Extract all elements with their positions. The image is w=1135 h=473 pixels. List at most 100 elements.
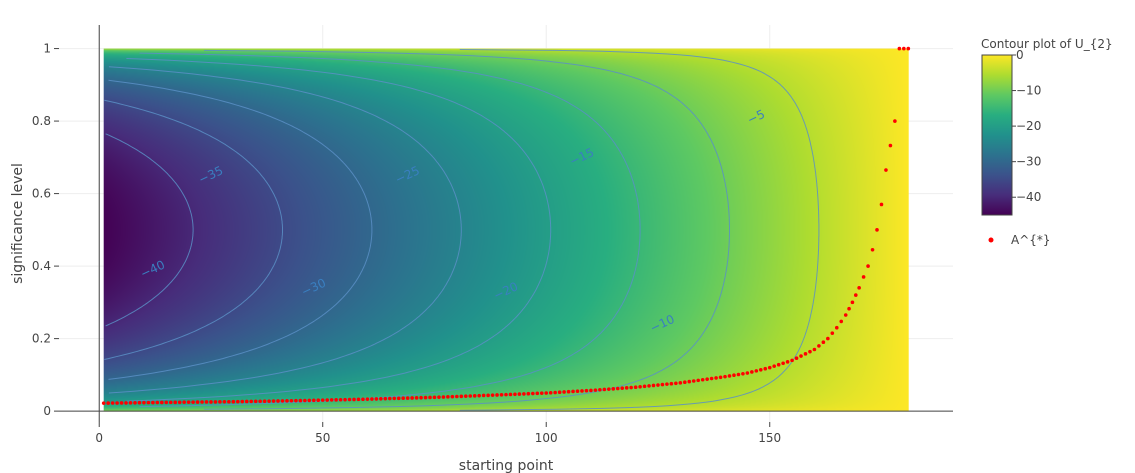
astar-point [495, 393, 499, 397]
astar-point [365, 397, 370, 401]
astar-point [857, 286, 861, 290]
astar-point [244, 399, 249, 404]
astar-point [267, 399, 271, 403]
astar-point [647, 384, 651, 388]
astar-point [615, 386, 620, 391]
astar-point [669, 381, 674, 386]
astar-point [629, 385, 633, 390]
astar-point [700, 377, 705, 382]
astar-point [325, 398, 330, 402]
astar-point [754, 369, 759, 373]
astar-point [405, 396, 410, 400]
astar-point [218, 400, 222, 404]
astar-point [276, 399, 280, 403]
astar-point [870, 247, 875, 252]
astar-point [611, 387, 616, 391]
astar-point [508, 392, 513, 397]
astar-point [723, 374, 727, 379]
legend-marker [988, 237, 994, 243]
contour-label: −5 [745, 107, 767, 127]
colorbar-tick-label: 0 [1016, 48, 1024, 62]
astar-point [656, 383, 660, 387]
astar-point [191, 400, 195, 404]
astar-point [906, 46, 911, 51]
x-axis-title: starting point [459, 458, 554, 473]
astar-point [781, 361, 785, 366]
colorbar-tick-label: −30 [1016, 155, 1041, 169]
astar-point [790, 358, 794, 363]
astar-point [441, 395, 446, 399]
astar-point [897, 46, 902, 51]
contour-line [203, 49, 730, 410]
astar-point [696, 378, 701, 383]
contour-line [139, 52, 641, 408]
astar-point [320, 398, 325, 402]
astar-point [186, 400, 191, 404]
astar-point [499, 393, 504, 397]
astar-point [490, 393, 495, 397]
x-tick-label: 0 [95, 431, 103, 445]
astar-point [106, 401, 110, 405]
astar-point [607, 387, 611, 391]
astar-point [419, 395, 423, 400]
astar-point [361, 397, 365, 402]
astar-point [209, 400, 213, 404]
astar-point [803, 352, 808, 356]
astar-point [151, 400, 155, 405]
astar-point [888, 143, 893, 148]
astar-point [450, 394, 455, 399]
astar-point [195, 400, 200, 404]
astar-point [437, 395, 441, 399]
astar-point [808, 349, 812, 354]
astar-point [691, 379, 696, 383]
astar-point [133, 400, 137, 405]
astar-point [446, 395, 450, 399]
astar-point [522, 392, 526, 396]
astar-point [513, 392, 517, 397]
astar-point [347, 397, 352, 402]
astar-point [463, 394, 468, 398]
astar-point [548, 390, 553, 395]
legend[interactable]: A^{*} [988, 233, 1051, 247]
astar-point [732, 373, 736, 378]
astar-point [173, 400, 178, 405]
astar-point [531, 391, 535, 396]
astar-point [383, 396, 388, 401]
astar-point [687, 379, 692, 384]
astar-point [879, 202, 884, 207]
astar-point [387, 396, 392, 401]
astar-point [767, 365, 772, 370]
astar-point [727, 374, 732, 378]
astar-point [249, 399, 254, 404]
y-tick-label: 0 [43, 404, 51, 418]
astar-point [414, 396, 419, 400]
astar-point [504, 392, 508, 397]
astar-point [750, 370, 754, 374]
y-axis-title: significance level [10, 163, 26, 284]
astar-point [343, 397, 347, 402]
y-axis-ticks: 0 0.2 0.4 0.6 0.8 1 [32, 42, 59, 418]
astar-point [850, 300, 855, 305]
astar-point [674, 381, 678, 386]
astar-point [486, 393, 490, 398]
astar-point [642, 384, 647, 389]
astar-point [338, 397, 343, 402]
astar-point [584, 388, 589, 393]
colorbar-tick-label: −20 [1016, 119, 1041, 133]
astar-point [128, 401, 133, 405]
astar-point [602, 387, 607, 392]
astar-point [213, 400, 218, 404]
astar-point [481, 393, 486, 398]
astar-point [168, 400, 173, 405]
astar-point [843, 313, 848, 317]
x-tick-label: 150 [758, 431, 781, 445]
colorbar-ticks: 0 −10 −20 −30 −40 [1012, 48, 1041, 204]
astar-point [553, 390, 557, 395]
astar-point [392, 396, 397, 401]
astar-points [101, 46, 911, 405]
x-axis-ticks: 0 50 100 150 [95, 422, 781, 445]
astar-point [155, 400, 160, 405]
astar-point [830, 331, 835, 335]
astar-point [526, 391, 531, 396]
colorbar: Contour plot of U_{2} 0 −10 −20 −30 −40 [981, 37, 1113, 216]
